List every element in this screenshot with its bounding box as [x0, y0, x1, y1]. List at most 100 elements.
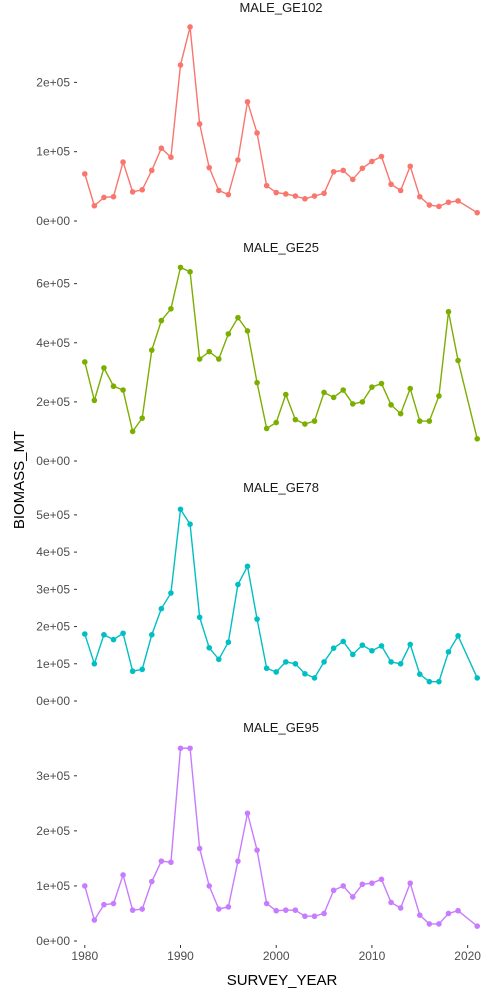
data-point — [120, 630, 126, 637]
y-axis-title: BIOMASS_MT — [11, 431, 28, 529]
data-point — [397, 410, 404, 417]
data-point — [416, 912, 423, 918]
data-point — [81, 359, 88, 365]
data-point — [388, 402, 394, 408]
data-point — [340, 167, 347, 174]
panel-title: MALE_GE25 — [243, 240, 319, 255]
panel-title: MALE_GE102 — [239, 0, 322, 15]
data-point — [129, 668, 136, 675]
data-point — [445, 649, 452, 655]
data-point — [388, 899, 394, 906]
data-point — [311, 913, 318, 920]
data-point — [196, 121, 203, 127]
data-point — [436, 678, 442, 685]
data-point — [91, 397, 98, 404]
data-point — [455, 907, 461, 914]
data-point — [148, 631, 155, 638]
data-point — [139, 666, 146, 673]
data-point — [292, 660, 299, 667]
data-point — [474, 436, 481, 442]
data-point — [254, 847, 260, 853]
x-tick-label: 1990 — [167, 949, 194, 963]
data-point — [101, 631, 107, 638]
data-point — [196, 356, 203, 362]
data-point — [474, 923, 481, 929]
data-point — [340, 638, 347, 645]
data-point — [168, 590, 174, 596]
data-point — [187, 269, 193, 275]
data-point — [158, 858, 165, 864]
x-tick-label: 2010 — [359, 949, 386, 963]
data-point — [244, 98, 251, 105]
data-point — [282, 907, 289, 913]
data-point — [349, 651, 356, 658]
data-point — [330, 645, 337, 651]
y-tick-label: 3e+05 — [36, 769, 70, 783]
y-tick-label: 3e+05 — [36, 582, 70, 596]
data-point — [369, 880, 375, 886]
data-point — [110, 636, 117, 643]
data-point — [263, 425, 270, 432]
data-point — [397, 905, 404, 911]
data-point — [225, 639, 232, 645]
data-point — [129, 428, 136, 435]
data-point — [426, 202, 433, 208]
y-tick-label: 4e+05 — [36, 545, 70, 559]
data-point — [349, 176, 356, 183]
data-point — [474, 675, 481, 681]
data-point — [263, 900, 270, 907]
data-point — [168, 859, 174, 866]
y-tick-label: 2e+05 — [36, 395, 70, 409]
data-point — [330, 394, 337, 401]
data-point — [292, 193, 299, 199]
data-point — [416, 418, 423, 424]
data-point — [187, 521, 193, 527]
y-tick-label: 2e+05 — [36, 824, 70, 838]
y-tick-label: 4e+05 — [36, 336, 70, 350]
data-point — [273, 189, 280, 196]
data-point — [311, 675, 318, 681]
data-point — [369, 647, 375, 654]
data-point — [321, 910, 327, 917]
data-point — [273, 669, 280, 675]
data-point — [177, 264, 184, 271]
data-point — [445, 910, 452, 917]
data-point — [407, 641, 414, 648]
y-tick-label: 0e+00 — [36, 454, 70, 468]
data-point — [311, 418, 318, 424]
x-tick-label: 2020 — [454, 949, 481, 963]
data-point — [359, 642, 366, 648]
data-point — [302, 913, 308, 920]
data-point — [349, 401, 356, 407]
data-point — [139, 415, 146, 421]
data-point — [215, 187, 222, 194]
facet-panel: MALE_GE102 0e+00 1e+05 2e+05 — [36, 0, 481, 228]
data-point — [244, 810, 251, 817]
y-tick-label: 0e+00 — [36, 934, 70, 948]
data-point — [282, 659, 289, 665]
data-point — [81, 883, 88, 889]
facet-panel: MALE_GE25 0e+00 2e+05 4e+05 6e+05 — [36, 240, 481, 468]
data-point — [81, 171, 88, 177]
data-point — [311, 193, 318, 199]
data-point — [388, 659, 394, 665]
data-point — [206, 644, 213, 651]
y-tick-label: 1e+05 — [36, 657, 70, 671]
data-point — [187, 745, 193, 752]
data-point — [254, 616, 260, 622]
data-point — [235, 581, 241, 588]
y-tick-label: 2e+05 — [36, 75, 70, 89]
data-point — [436, 921, 442, 927]
data-point — [282, 191, 289, 197]
data-point — [81, 631, 88, 637]
data-point — [206, 164, 213, 171]
data-point — [330, 168, 337, 175]
data-point — [455, 633, 461, 639]
series-line — [84, 266, 478, 439]
data-point — [91, 917, 98, 923]
data-point — [302, 196, 308, 202]
data-point — [91, 202, 98, 209]
data-point — [168, 154, 174, 161]
y-tick-label: 2e+05 — [36, 620, 70, 634]
data-point — [158, 145, 165, 152]
